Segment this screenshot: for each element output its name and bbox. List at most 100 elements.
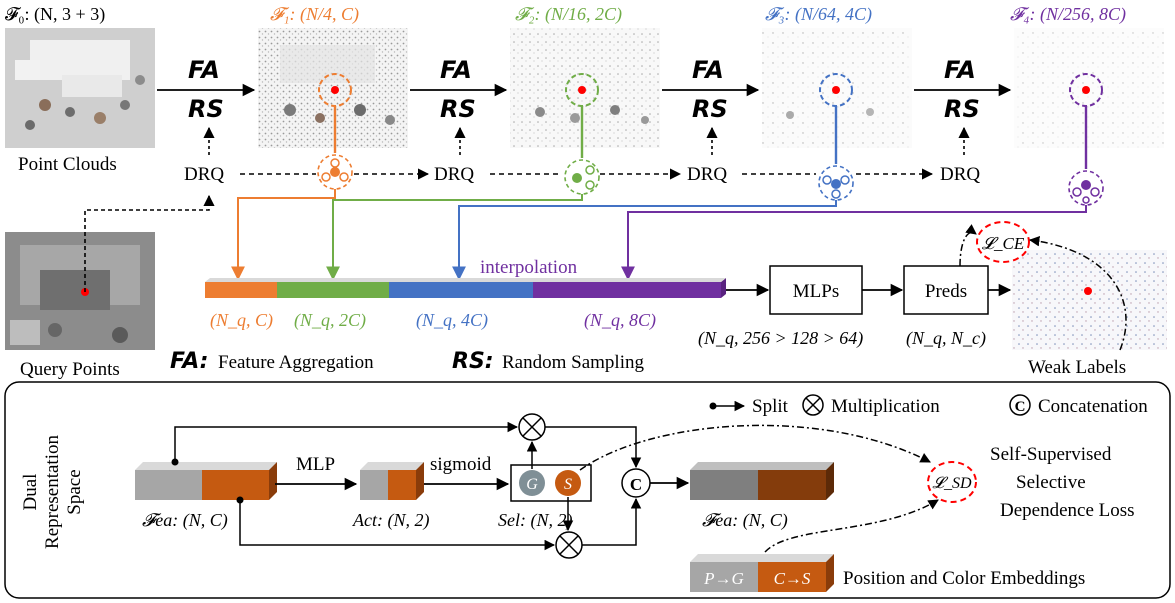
mlps-label: MLPs: [793, 281, 839, 302]
feature-segment-purple: [533, 282, 721, 298]
split-path-bottom: [236, 496, 556, 551]
multiply-node-top: [518, 413, 546, 441]
svg-text:C: C: [1015, 399, 1026, 415]
svg-text:Dual: Dual: [20, 474, 41, 511]
svg-text:RS: RS: [188, 95, 224, 123]
drq-label-4: DRQ: [940, 164, 980, 185]
dim-label-orange: (N_q, C): [210, 310, 273, 331]
drq-node-blue: [818, 106, 854, 201]
multiply-node-bottom: [555, 531, 583, 559]
interp-path-green: [326, 194, 583, 281]
act-label: Act: (N, 2): [352, 510, 429, 531]
dim-label-green: (N_q, 2C): [294, 310, 366, 331]
dim-label-blue: (N_q, 4C): [416, 310, 488, 331]
feature-segment-blue: [389, 282, 533, 298]
sel-to-sd-path: [579, 424, 931, 471]
svg-text:Space: Space: [64, 469, 85, 514]
preds-label: Preds: [925, 281, 967, 302]
act-block: [360, 462, 424, 500]
drq-row: DRQ DRQ DRQ DRQ: [184, 126, 980, 185]
stage-label-f4: 𝓕₄: (N/256, 8C): [1010, 4, 1126, 25]
svg-text:FA: FA: [944, 56, 976, 84]
stage-label-f3: 𝓕₃: (N/64, 4C): [765, 4, 872, 25]
drq-node-purple: [1068, 106, 1104, 206]
point-cloud-image-f0: [5, 28, 155, 148]
svg-text:RS: RS: [440, 95, 476, 123]
concat-node: C: [621, 468, 651, 498]
drq-label-1: DRQ: [184, 164, 224, 185]
svg-text:Multiplication: Multiplication: [831, 396, 940, 417]
embedding-caption: Position and Color Embeddings: [843, 568, 1085, 589]
stage-label-f2: 𝓕₂: (N/16, 2C): [515, 4, 622, 25]
fea-input-block: [135, 462, 277, 500]
point-cloud-image-f2: [510, 28, 660, 148]
svg-text:RS: RS: [692, 95, 728, 123]
query-points-label: Query Points: [20, 359, 120, 380]
interpolation-label: interpolation: [480, 257, 578, 278]
sigmoid-label: sigmoid: [430, 454, 492, 475]
svg-text:𝓛_SD: 𝓛_SD: [932, 475, 972, 492]
svg-text:FA: FA: [692, 56, 724, 84]
stage-label-f0: 𝓕₀: (N, 3 + 3): [5, 4, 105, 25]
interp-path-purple: [621, 205, 1087, 281]
fea-output-label: 𝓕ea: (N, C): [702, 510, 788, 531]
svg-text:Concatenation: Concatenation: [1038, 396, 1148, 417]
rs-legend-text: Random Sampling: [502, 352, 644, 373]
svg-text:G: G: [526, 476, 538, 493]
mlps-box: [769, 265, 863, 315]
ssl-line-2: Selective: [1016, 472, 1086, 493]
loss-sd-marker: 𝓛_SD: [927, 461, 977, 503]
svg-text:𝓛_CE: 𝓛_CE: [982, 234, 1025, 253]
svg-text:RS: RS: [944, 95, 980, 123]
sel-label: Sel: (N, 2): [498, 510, 572, 531]
fa-rs-block-1: FA RS: [157, 56, 256, 123]
split-legend: Split: [709, 396, 789, 417]
ssl-line-1: Self-Supervised: [990, 444, 1112, 465]
preds-to-ce-path: [959, 224, 977, 267]
preds-dims-label: (N_q, N_c): [906, 328, 986, 349]
loss-ce-marker: 𝓛_CE: [976, 221, 1030, 263]
interp-path-orange: [231, 189, 336, 281]
split-path-top: [171, 421, 519, 466]
panel-side-title: Dual Representation Space: [20, 435, 85, 549]
fa-rs-block-4: FA RS: [914, 56, 1012, 123]
ssl-line-3: Dependence Loss: [1000, 500, 1135, 521]
point-clouds-label: Point Clouds: [18, 154, 117, 175]
dual-representation-panel: [4, 381, 1171, 599]
svg-text:C→S: C→S: [774, 569, 811, 588]
mlps-dims-label: (N_q, 256 > 128 > 64): [698, 328, 863, 349]
fa-legend-symbol: FA:: [170, 349, 208, 374]
embed-to-sd-path: [764, 499, 939, 553]
weak-labels-label: Weak Labels: [1028, 357, 1126, 378]
interp-path-blue: [452, 200, 837, 281]
drq-label-3: DRQ: [687, 164, 727, 185]
dim-label-purple: (N_q, 8C): [584, 310, 656, 331]
fa-rs-block-3: FA RS: [662, 56, 760, 123]
labels-to-ce-path: [1028, 235, 1127, 351]
svg-text:C: C: [630, 475, 642, 494]
feature-bar: [205, 278, 726, 298]
query-to-drq-path: [84, 194, 215, 292]
svg-text:S: S: [564, 476, 572, 493]
svg-text:P→G: P→G: [703, 569, 744, 588]
fa-rs-block-2: FA RS: [410, 56, 508, 123]
fa-legend-text: Feature Aggregation: [218, 352, 374, 373]
fea-input-label: 𝓕ea: (N, C): [142, 510, 228, 531]
drq-node-green: [564, 106, 600, 195]
sel-block: G S: [510, 464, 592, 502]
fea-output-block: [690, 462, 834, 500]
drq-node-orange: [317, 106, 353, 190]
query-points-image: [5, 232, 155, 350]
svg-text:Representation: Representation: [42, 435, 63, 549]
embedding-block: P→G C→S: [690, 554, 834, 592]
concatenation-legend: C Concatenation: [1009, 394, 1148, 417]
mlp-label: MLP: [296, 454, 335, 475]
feature-segment-orange: [205, 282, 277, 298]
rs-legend-symbol: RS:: [452, 349, 494, 374]
svg-text:Split: Split: [752, 396, 789, 417]
feature-segment-green: [277, 282, 389, 298]
stage-label-f1: 𝓕₁: (N/4, C): [270, 4, 359, 25]
weak-labels-image: [1012, 250, 1167, 350]
svg-text:FA: FA: [440, 56, 472, 84]
